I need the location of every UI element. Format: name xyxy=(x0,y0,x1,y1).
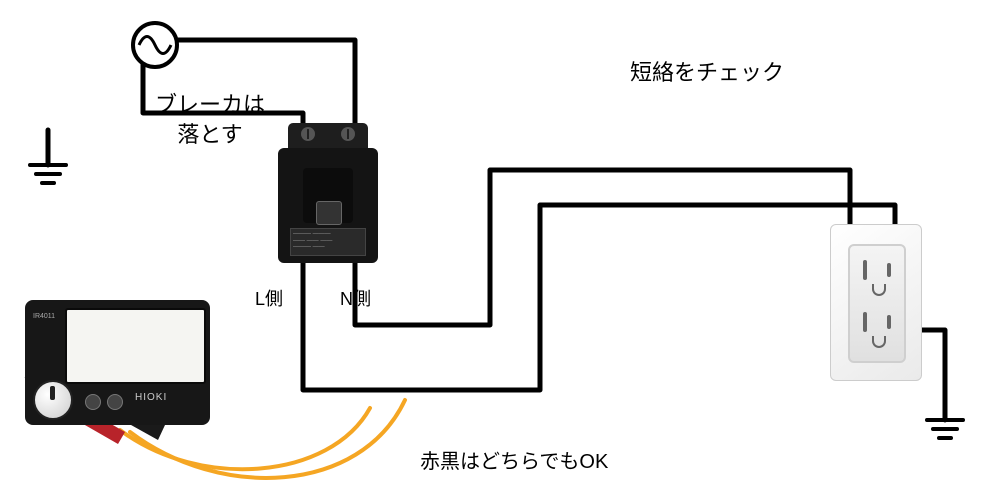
tester-button-1 xyxy=(85,394,101,410)
outlet-ground-pin xyxy=(872,336,886,348)
outlet-slot-neutral xyxy=(863,312,867,332)
tester-dial xyxy=(33,380,73,420)
wire-breaker-outlet-top xyxy=(355,170,850,325)
outlet-socket-1 xyxy=(858,254,896,299)
outlet-socket-2 xyxy=(858,306,896,351)
outlet-ground-pin xyxy=(872,284,886,296)
outlet-slot-live xyxy=(887,263,891,277)
tester-brand: HIOKI xyxy=(135,392,167,403)
breaker-note-line1: ブレーカは xyxy=(155,92,265,117)
n-side-label: N側 xyxy=(340,285,371,311)
breaker-screw-N xyxy=(341,127,355,141)
wire-breaker-outlet-bot xyxy=(303,205,895,390)
breaker-lever xyxy=(316,201,342,225)
ground-right-icon xyxy=(927,420,963,438)
outlet-face xyxy=(848,244,906,363)
ac-source-icon xyxy=(133,23,177,67)
tester-meter-window xyxy=(65,308,206,384)
l-side-label: L側 xyxy=(255,285,283,311)
wire-outlet-ground xyxy=(918,330,945,420)
tester-model-label: IR4011 xyxy=(33,312,55,321)
probe-note-label: 赤黒はどちらでもOK xyxy=(420,445,608,474)
wall-outlet xyxy=(830,224,920,379)
breaker-screw-L xyxy=(301,127,315,141)
ground-left-icon xyxy=(30,165,66,183)
breaker-note-label: ブレーカは 落とす xyxy=(155,90,265,149)
circuit-breaker: ――― ――――― ―― ――――― ―― xyxy=(278,123,378,263)
outlet-slot-live xyxy=(887,315,891,329)
outlet-slot-neutral xyxy=(863,260,867,280)
tester-button-2 xyxy=(107,394,123,410)
breaker-note-line2: 落とす xyxy=(177,122,242,147)
insulation-tester: IR4011 HIOKI xyxy=(25,300,210,430)
title-label: 短絡をチェック xyxy=(630,55,784,87)
breaker-nameplate: ――― ――――― ―― ――――― ―― xyxy=(290,228,366,256)
